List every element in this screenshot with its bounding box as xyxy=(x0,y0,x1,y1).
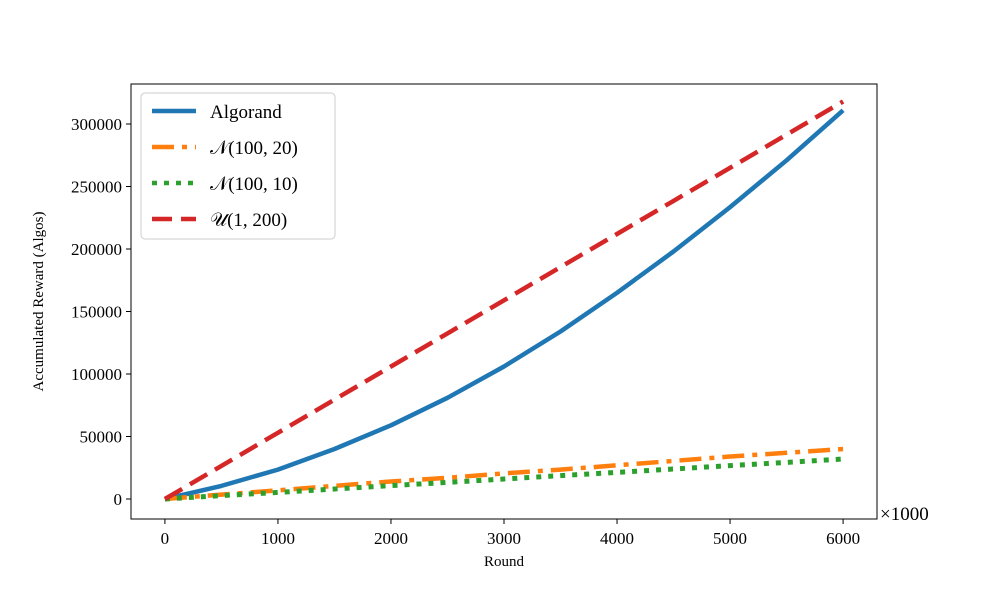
series-line-1 xyxy=(164,446,844,502)
y-tick-label-2: 100000 xyxy=(71,365,122,384)
x-tick-label-5: 5000 xyxy=(713,529,747,548)
axes: 0 1000 2000 3000 4000 5000 6000 0 50000 100000 150… xyxy=(71,83,878,548)
y-tick-label-4: 200000 xyxy=(71,240,122,259)
legend-label-2: 𝒩(100, 10) xyxy=(210,174,298,195)
legend-label-3: 𝒰(1, 200) xyxy=(210,210,287,231)
y-tick-label-1: 50000 xyxy=(80,428,123,447)
x-tick-label-6: 6000 xyxy=(826,529,860,548)
y-tick-label-6: 300000 xyxy=(71,115,122,134)
legend-label-1: 𝒩(100, 20) xyxy=(210,138,298,159)
y-tick-label-3: 150000 xyxy=(71,303,122,322)
y-tick-label-0: 0 xyxy=(114,490,123,509)
x-tick-label-3: 3000 xyxy=(487,529,521,548)
y-tick-label-5: 250000 xyxy=(71,178,122,197)
legend: Algorand 𝒩(100, 20) 𝒩(100, 10) 𝒰(1, 200) xyxy=(140,92,336,240)
x-tick-label-0: 0 xyxy=(161,529,170,548)
series-layer xyxy=(163,99,845,502)
legend-label-0: Algorand xyxy=(210,102,282,123)
x-scale-multiplier: ×1000 xyxy=(880,504,929,525)
series-line-3 xyxy=(163,99,845,501)
x-tick-label-4: 4000 xyxy=(600,529,634,548)
x-axis-title: Round xyxy=(484,554,525,570)
series-line-2 xyxy=(164,456,844,502)
y-axis-title: Accumulated Reward (Algos) xyxy=(31,212,47,392)
series-line-0 xyxy=(164,108,845,502)
x-tick-label-2: 2000 xyxy=(374,529,408,548)
legend-box xyxy=(140,92,336,240)
x-tick-label-1: 1000 xyxy=(261,529,295,548)
